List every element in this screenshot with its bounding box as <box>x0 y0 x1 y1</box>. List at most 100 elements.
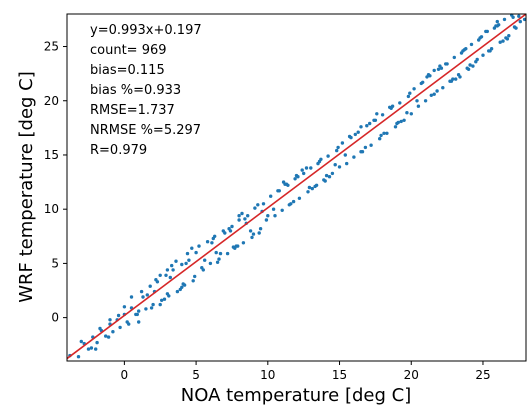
data-point <box>512 25 517 29</box>
data-point <box>310 186 314 191</box>
data-point <box>111 330 115 334</box>
data-point <box>137 309 141 313</box>
stat-line: y=0.993x+0.197 <box>90 23 202 38</box>
data-point <box>409 112 413 116</box>
data-point <box>444 62 448 66</box>
data-point <box>435 89 439 93</box>
data-point <box>441 86 445 90</box>
x-tick-label: 25 <box>475 368 490 382</box>
data-point <box>438 64 442 68</box>
y-axis: 0 5 10 15 20 25 <box>44 40 67 325</box>
data-point <box>412 87 416 91</box>
fit-line <box>66 13 527 360</box>
data-point <box>287 203 291 207</box>
data-point <box>185 251 190 256</box>
data-point <box>271 207 276 211</box>
x-tick-label: 10 <box>260 368 275 382</box>
data-point <box>468 63 472 67</box>
plot-frame <box>66 13 527 362</box>
data-point <box>158 273 162 277</box>
x-tick-label: 5 <box>192 368 200 382</box>
data-point <box>375 112 379 116</box>
y-tick-label: 10 <box>44 202 59 216</box>
data-point <box>240 211 244 216</box>
data-point <box>294 173 299 178</box>
y-tick-label: 5 <box>51 256 59 270</box>
data-point <box>464 47 468 51</box>
data-point <box>345 161 349 166</box>
data-point <box>481 53 485 57</box>
data-point <box>175 289 180 294</box>
data-point <box>356 130 360 134</box>
data-point <box>261 202 266 206</box>
data-point <box>137 320 141 324</box>
data-point <box>223 231 227 235</box>
data-point <box>187 258 191 262</box>
data-point <box>108 318 112 322</box>
data-point <box>98 326 102 331</box>
data-point <box>405 111 409 115</box>
data-point <box>353 132 357 137</box>
data-point <box>316 161 320 166</box>
data-point <box>300 168 304 172</box>
data-point <box>451 77 455 81</box>
data-point <box>436 67 441 72</box>
data-point <box>248 229 253 233</box>
data-point <box>484 29 488 34</box>
data-point <box>452 55 456 60</box>
data-point <box>197 244 201 248</box>
data-point <box>237 218 241 222</box>
data-point <box>475 57 479 62</box>
data-point <box>200 266 204 270</box>
stat-line: bias %=0.933 <box>90 83 181 98</box>
stat-line: R=0.979 <box>90 143 147 158</box>
data-point <box>408 91 412 95</box>
data-point <box>459 51 464 55</box>
data-point <box>214 250 218 255</box>
data-point <box>184 261 188 266</box>
data-point <box>522 17 527 22</box>
stat-line: count= 969 <box>90 43 167 58</box>
data-point <box>165 268 170 272</box>
data-point <box>194 250 198 255</box>
data-point <box>309 166 313 170</box>
data-point <box>160 298 164 302</box>
data-point <box>148 284 152 288</box>
data-point <box>164 273 168 277</box>
data-point <box>337 165 342 169</box>
data-point <box>471 64 475 68</box>
data-point <box>492 26 497 30</box>
data-point <box>144 307 148 311</box>
data-point <box>104 334 108 338</box>
data-point <box>180 285 184 289</box>
data-point <box>385 131 389 135</box>
data-point <box>205 240 210 244</box>
data-point <box>246 214 250 218</box>
data-point <box>174 259 178 263</box>
data-point <box>304 166 309 170</box>
data-point <box>191 279 195 283</box>
data-point <box>330 171 335 176</box>
data-point <box>517 14 521 18</box>
data-point <box>171 268 175 272</box>
data-point <box>487 49 491 53</box>
data-point <box>94 347 98 351</box>
data-point <box>145 293 149 297</box>
data-point <box>162 297 167 301</box>
data-point <box>419 81 423 86</box>
data-point <box>256 203 260 207</box>
data-point <box>135 312 139 317</box>
data-point <box>511 15 515 19</box>
data-point <box>266 214 270 218</box>
data-point <box>230 224 234 229</box>
x-tick-label: 20 <box>404 368 419 382</box>
data-point <box>141 295 145 299</box>
data-point <box>327 175 332 179</box>
data-point <box>165 292 170 296</box>
data-point <box>168 275 172 280</box>
data-point <box>129 295 134 299</box>
data-point <box>273 214 277 218</box>
data-point <box>253 206 257 210</box>
data-point <box>504 36 508 40</box>
data-point <box>502 17 507 22</box>
